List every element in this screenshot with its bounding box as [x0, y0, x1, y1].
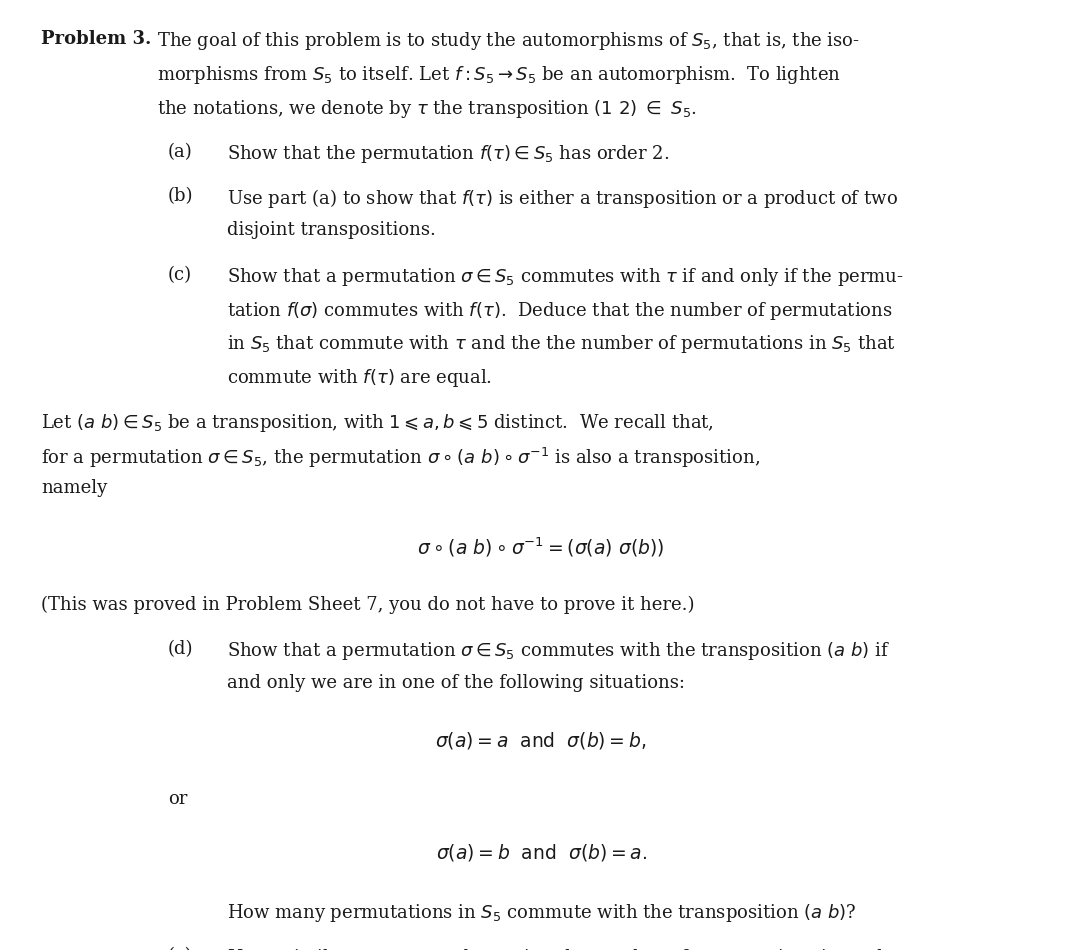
Text: namely: namely: [41, 479, 107, 497]
Text: the notations, we denote by $\tau$ the transposition $(1\ 2)\ \in\ S_5$.: the notations, we denote by $\tau$ the t…: [157, 98, 697, 120]
Text: $\sigma \circ (a\ b) \circ \sigma^{-1} = (\sigma(a)\ \sigma(b))$: $\sigma \circ (a\ b) \circ \sigma^{-1} =…: [418, 535, 664, 558]
Text: Use a similar strategy to determine the number of permutations in $S_5$ that: Use a similar strategy to determine the …: [227, 945, 908, 950]
Text: disjoint transpositions.: disjoint transpositions.: [227, 221, 436, 238]
Text: tation $f(\sigma)$ commutes with $f(\tau)$.  Deduce that the number of permutati: tation $f(\sigma)$ commutes with $f(\tau…: [227, 299, 893, 321]
Text: Use part (a) to show that $f(\tau)$ is either a transposition or a product of tw: Use part (a) to show that $f(\tau)$ is e…: [227, 187, 898, 210]
Text: Show that a permutation $\sigma \in S_5$ commutes with the transposition $(a\ b): Show that a permutation $\sigma \in S_5$…: [227, 639, 890, 661]
Text: (b): (b): [168, 187, 194, 205]
Text: commute with $f(\tau)$ are equal.: commute with $f(\tau)$ are equal.: [227, 367, 492, 389]
Text: (e): (e): [168, 945, 193, 950]
Text: and only we are in one of the following situations:: and only we are in one of the following …: [227, 674, 685, 692]
Text: (This was proved in Problem Sheet 7, you do not have to prove it here.): (This was proved in Problem Sheet 7, you…: [41, 595, 695, 613]
Text: (a): (a): [168, 142, 193, 161]
Text: for a permutation $\sigma \in S_5$, the permutation $\sigma \circ (a\ b) \circ \: for a permutation $\sigma \in S_5$, the …: [41, 445, 760, 469]
Text: $\sigma(a) = a\ \text{ and }\ \sigma(b) = b,$: $\sigma(a) = a\ \text{ and }\ \sigma(b) …: [435, 729, 647, 750]
Text: (d): (d): [168, 639, 194, 657]
Text: morphisms from $S_5$ to itself. Let $f : S_5 \rightarrow S_5$ be an automorphism: morphisms from $S_5$ to itself. Let $f :…: [157, 65, 841, 86]
Text: Show that the permutation $f(\tau) \in S_5$ has order 2.: Show that the permutation $f(\tau) \in S…: [227, 142, 670, 164]
Text: or: or: [168, 789, 187, 808]
Text: Show that a permutation $\sigma \in S_5$ commutes with $\tau$ if and only if the: Show that a permutation $\sigma \in S_5$…: [227, 266, 903, 288]
Text: (c): (c): [168, 266, 192, 283]
Text: The goal of this problem is to study the automorphisms of $S_5$, that is, the is: The goal of this problem is to study the…: [157, 30, 860, 52]
Text: Let $(a\ b) \in S_5$ be a transposition, with $1 \leqslant a, b \leqslant 5$ dis: Let $(a\ b) \in S_5$ be a transposition,…: [41, 411, 714, 433]
Text: $\sigma(a) = b\ \text{ and }\ \sigma(b) = a.$: $\sigma(a) = b\ \text{ and }\ \sigma(b) …: [435, 841, 647, 862]
Text: in $S_5$ that commute with $\tau$ and the the number of permutations in $S_5$ th: in $S_5$ that commute with $\tau$ and th…: [227, 333, 896, 355]
Text: Problem 3.: Problem 3.: [41, 30, 151, 48]
Text: How many permutations in $S_5$ commute with the transposition $(a\ b)$?: How many permutations in $S_5$ commute w…: [227, 901, 857, 923]
